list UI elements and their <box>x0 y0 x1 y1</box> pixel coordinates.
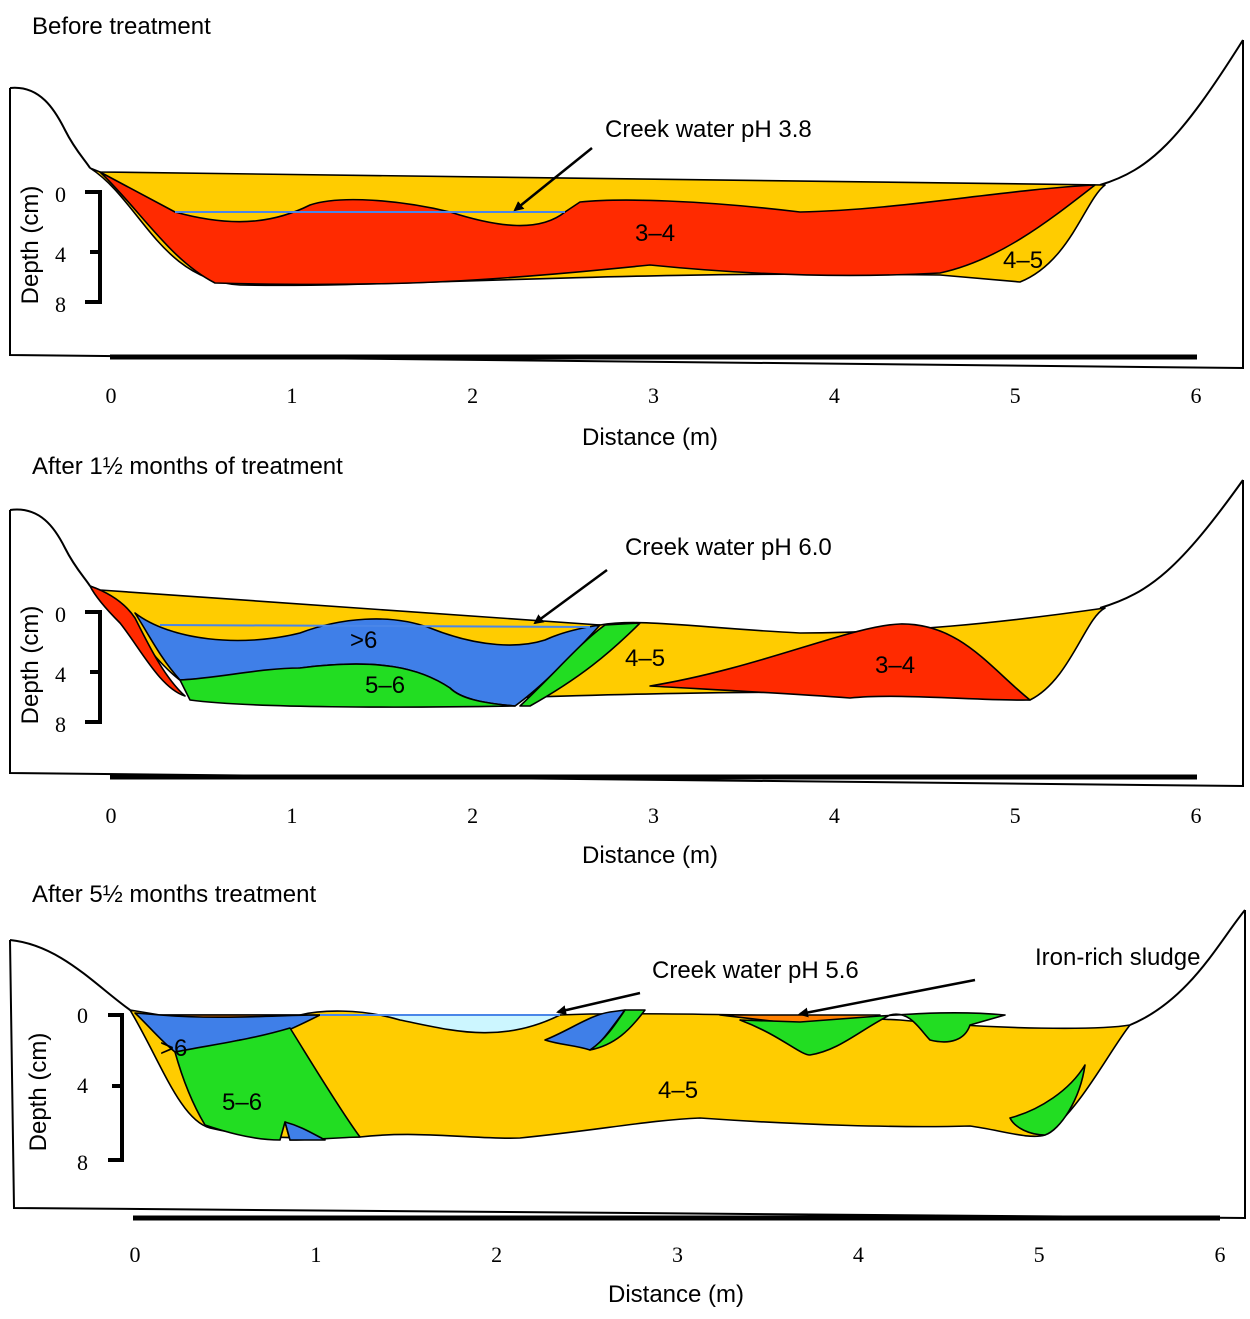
annotation: Creek water pH 6.0 <box>625 534 832 561</box>
x-tick-label: 3 <box>672 1242 683 1267</box>
x-tick-label: 5 <box>1010 803 1021 828</box>
right-bank <box>1099 479 1244 609</box>
y-axis-label: Depth (cm) <box>17 186 44 305</box>
zone <box>519 622 641 707</box>
zone <box>589 1009 646 1051</box>
arrow <box>556 991 641 1016</box>
x-tick-label: 6 <box>1215 1242 1226 1267</box>
depth-tick-label: 4 <box>77 1073 88 1098</box>
x-tick-label: 1 <box>310 1242 321 1267</box>
right-bank <box>1129 909 1246 1026</box>
x-axis-label: Distance (m) <box>582 842 718 869</box>
arrow <box>533 568 608 625</box>
panel-title: After 1½ months of treatment <box>32 453 343 480</box>
panel-title: After 5½ months treatment <box>32 881 316 908</box>
zone-label: 5–6 <box>222 1089 262 1116</box>
panel: After 5½ months treatment >6 5–6 4–5 Cre… <box>9 881 1246 1221</box>
annotation: Creek water pH 5.6 <box>652 957 859 984</box>
zone <box>1009 1064 1086 1136</box>
x-tick-label: 4 <box>829 803 840 828</box>
annotation: Creek water pH 3.8 <box>605 116 812 143</box>
x-tick-label: 2 <box>491 1242 502 1267</box>
frame <box>9 40 1244 370</box>
x-tick-label: 4 <box>853 1242 864 1267</box>
zone <box>99 171 1096 286</box>
depth-tick-label: 0 <box>55 602 66 627</box>
y-axis-label: Depth (cm) <box>17 606 44 725</box>
zone <box>284 1121 326 1141</box>
depth-bar <box>108 1013 124 1162</box>
x-tick-label: 2 <box>467 383 478 408</box>
frame <box>9 910 1246 1220</box>
zone <box>174 1027 361 1141</box>
zone-label: 5–6 <box>365 672 405 699</box>
x-tick-label: 4 <box>829 383 840 408</box>
arrow <box>513 147 593 212</box>
depth-bar <box>85 190 102 304</box>
panel-title: Before treatment <box>32 13 211 40</box>
x-axis-label: Distance (m) <box>582 424 718 451</box>
zone <box>179 663 516 708</box>
x-tick-label: 5 <box>1010 383 1021 408</box>
panel: After 1½ months of treatment >6 5–6 4–5 … <box>9 453 1244 788</box>
zone-label: 3–4 <box>875 652 915 679</box>
x-tick-label: 6 <box>1191 803 1202 828</box>
depth-tick-label: 8 <box>55 712 66 737</box>
zone <box>739 1012 1006 1056</box>
zone <box>89 585 186 697</box>
arrow <box>798 978 976 1018</box>
zone-label: >6 <box>350 627 377 654</box>
x-axis-label: Distance (m) <box>608 1281 744 1308</box>
x-tick-label: 0 <box>106 383 117 408</box>
depth-bar <box>85 610 102 724</box>
left-bank <box>9 508 91 587</box>
x-tick-label: 3 <box>648 383 659 408</box>
water-surface <box>159 624 591 628</box>
x-tick-label: 0 <box>130 1242 141 1267</box>
depth-tick-label: 8 <box>55 292 66 317</box>
left-bank <box>9 939 131 1011</box>
x-tick-label: 0 <box>106 803 117 828</box>
depth-tick-label: 0 <box>55 182 66 207</box>
zone-label: >6 <box>160 1035 187 1062</box>
x-tick-label: 1 <box>286 383 297 408</box>
right-bank <box>1099 39 1244 186</box>
zone-label: 4–5 <box>658 1077 698 1104</box>
y-axis-label: Depth (cm) <box>25 1033 52 1152</box>
panel: Before treatment 3–4 4–5 Creek water pH … <box>9 13 1244 370</box>
zone-label: 3–4 <box>635 220 675 247</box>
x-tick-label: 2 <box>467 803 478 828</box>
x-tick-label: 5 <box>1034 1242 1045 1267</box>
depth-tick-label: 0 <box>77 1003 88 1028</box>
depth-tick-label: 4 <box>55 242 66 267</box>
zone-label: 4–5 <box>1003 247 1043 274</box>
depth-tick-label: 4 <box>55 662 66 687</box>
annotation: Iron-rich sludge <box>1035 944 1200 971</box>
zone <box>649 623 1031 701</box>
depth-tick-label: 8 <box>77 1150 88 1175</box>
x-tick-label: 6 <box>1191 383 1202 408</box>
x-tick-label: 1 <box>286 803 297 828</box>
zone-label: 4–5 <box>625 645 665 672</box>
x-tick-label: 3 <box>648 803 659 828</box>
left-bank <box>9 86 91 169</box>
